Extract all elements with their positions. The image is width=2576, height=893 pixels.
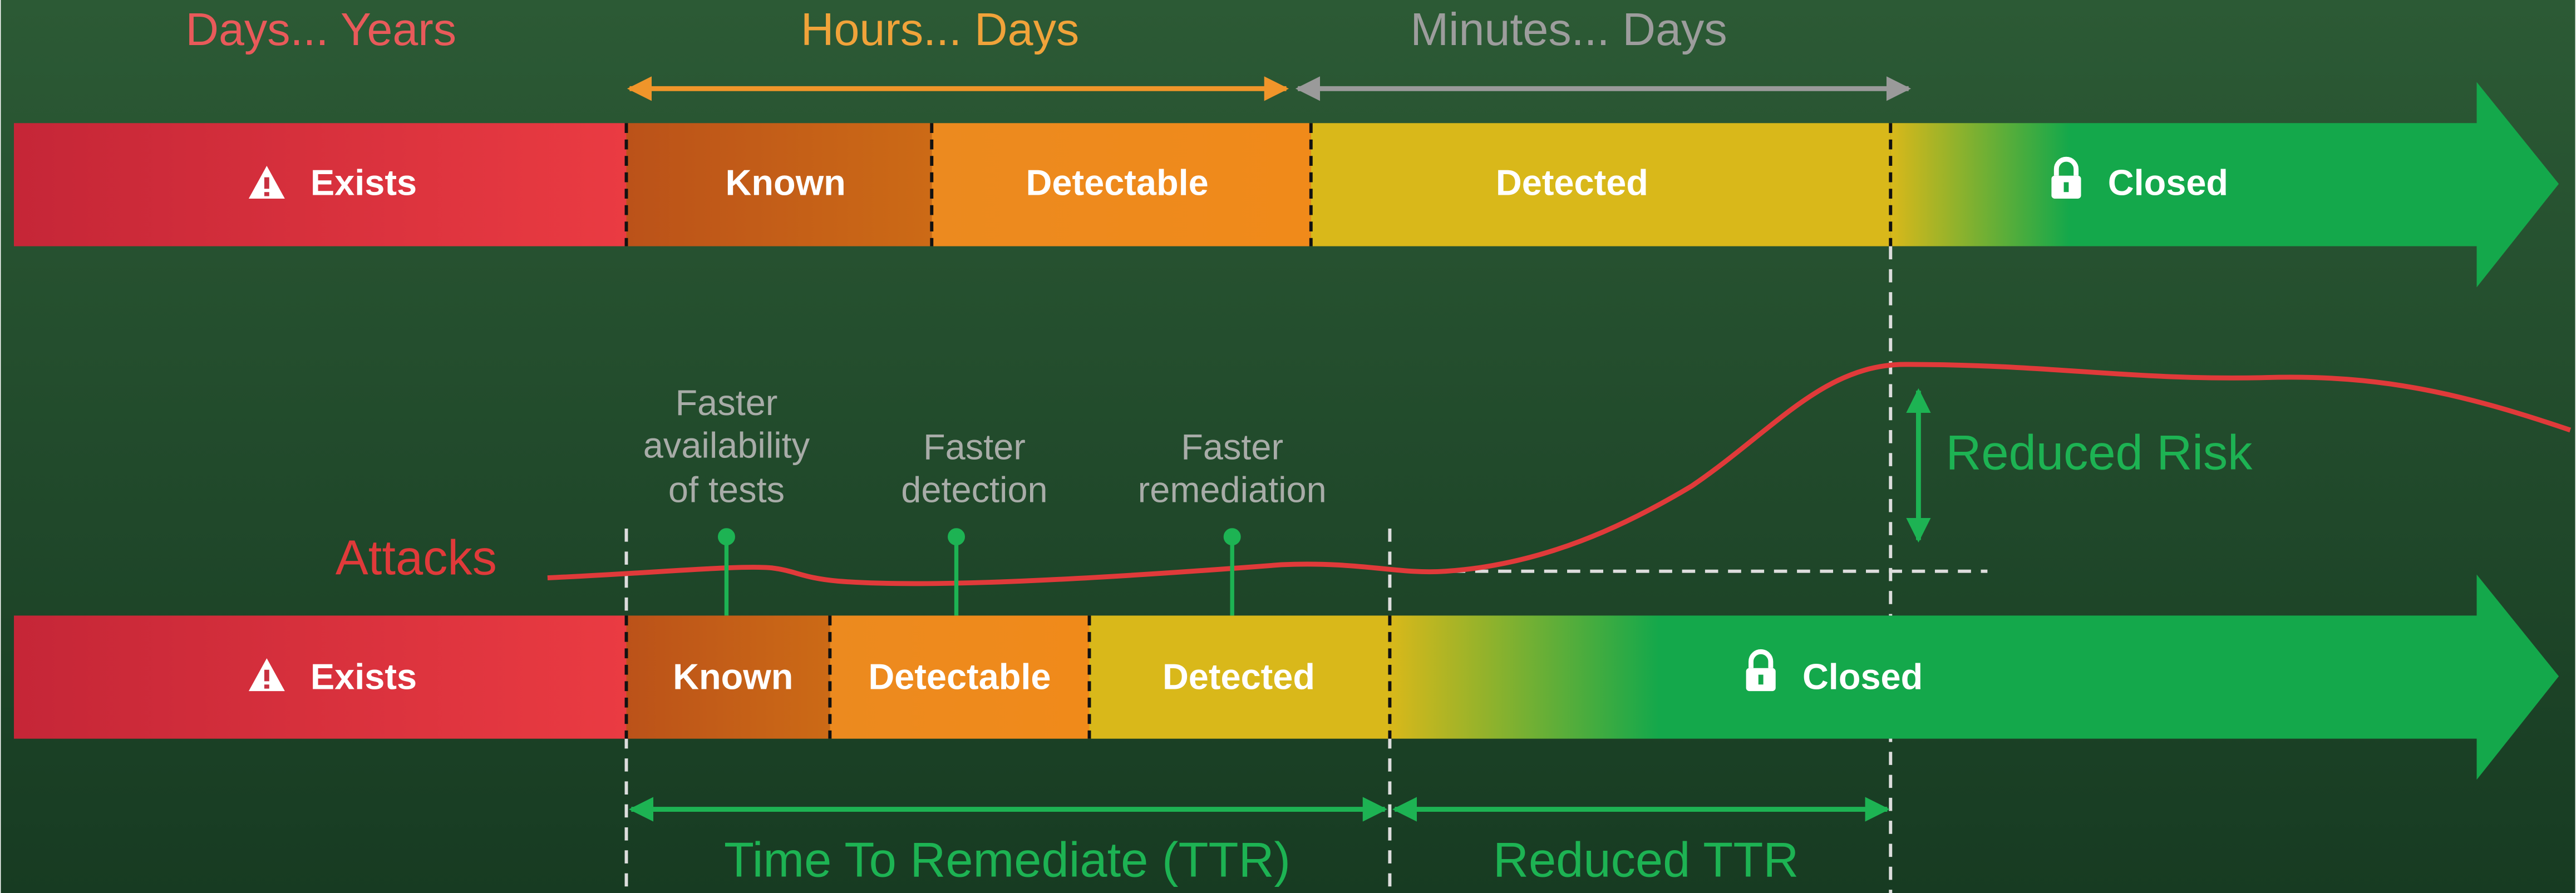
bottom-bar	[14, 574, 2559, 780]
stage-label: Exists	[311, 162, 417, 203]
note: Faster	[676, 382, 778, 423]
attack-curve	[547, 362, 2572, 586]
range-label: Hours... Days	[801, 3, 1079, 55]
range-label: Days... Years	[185, 3, 456, 55]
stage-label: Detected	[1496, 162, 1648, 203]
stage-label: Closed	[2108, 162, 2228, 203]
risk-label: Reduced Risk	[1946, 425, 2253, 480]
top-bar	[14, 82, 2559, 288]
guide-lines	[624, 246, 1988, 893]
note: of tests	[668, 469, 785, 510]
note: detection	[901, 469, 1047, 510]
stage-label: Detectable	[1026, 162, 1209, 203]
attacks-label: Attacks	[336, 530, 497, 585]
stage-label: Exists	[311, 657, 417, 697]
ttr-label: Reduced TTR	[1493, 832, 1799, 887]
stage-label: Known	[673, 657, 793, 697]
pins	[717, 528, 1241, 616]
stage-label: Detectable	[868, 657, 1051, 697]
stage-label: Closed	[1802, 657, 1923, 697]
note: availability	[643, 425, 810, 466]
range-label: Minutes... Days	[1410, 3, 1727, 55]
ttr-label: Time To Remediate (TTR)	[724, 832, 1291, 887]
stage-label: Detected	[1163, 657, 1315, 697]
note: Faster	[923, 427, 1026, 467]
stage-label: Known	[726, 162, 846, 203]
note: remediation	[1138, 469, 1327, 510]
note: Faster	[1181, 427, 1283, 467]
